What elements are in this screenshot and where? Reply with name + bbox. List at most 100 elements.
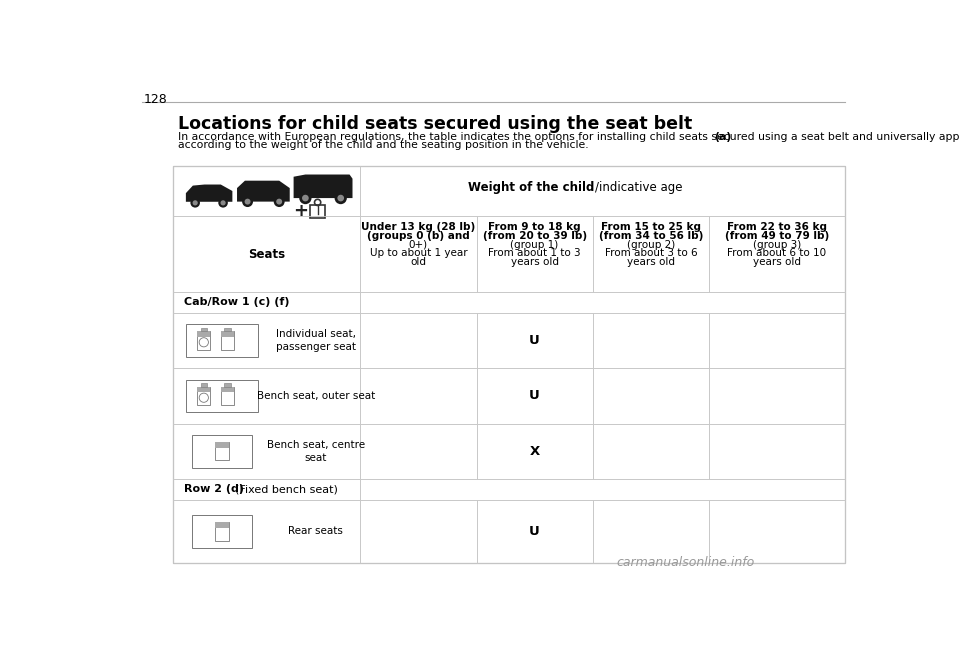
Bar [215, 522, 228, 541]
Bar [173, 166, 845, 563]
Bar [360, 166, 845, 217]
Bar [709, 217, 845, 292]
Bar [476, 500, 592, 563]
Circle shape [337, 195, 344, 201]
Text: (group 2): (group 2) [627, 239, 675, 250]
Text: Cab/Row 1 (c) (f): Cab/Row 1 (c) (f) [184, 297, 290, 308]
Text: according to the weight of the child and the seating position in the vehicle.: according to the weight of the child and… [179, 140, 588, 151]
Bar [360, 500, 476, 563]
Bar [360, 292, 845, 313]
Text: +: + [293, 202, 308, 220]
Bar [185, 380, 258, 412]
Bar [592, 424, 709, 479]
Circle shape [221, 201, 226, 206]
Bar [197, 331, 210, 337]
Text: (group 1): (group 1) [511, 239, 559, 250]
Text: From about 1 to 3: From about 1 to 3 [489, 249, 581, 258]
Circle shape [245, 199, 251, 204]
Bar [173, 166, 360, 217]
Text: (group 3): (group 3) [753, 239, 801, 250]
Bar [360, 368, 476, 424]
Text: years old: years old [511, 257, 559, 267]
Circle shape [193, 201, 198, 206]
Bar [173, 479, 360, 500]
Polygon shape [237, 180, 290, 202]
Text: 0+): 0+) [409, 239, 428, 250]
Text: From 15 to 25 kg: From 15 to 25 kg [601, 222, 701, 232]
Text: U: U [529, 525, 540, 538]
Bar [476, 313, 592, 368]
Bar [310, 206, 325, 218]
Text: carmanualsonline.info: carmanualsonline.info [616, 556, 755, 569]
Bar [197, 387, 210, 405]
Bar [476, 217, 592, 292]
Text: old: old [410, 257, 426, 267]
Text: From about 3 to 6: From about 3 to 6 [605, 249, 697, 258]
Text: (a): (a) [714, 132, 732, 141]
Text: (from 34 to 56 lb): (from 34 to 56 lb) [599, 231, 703, 241]
Circle shape [335, 192, 347, 204]
Text: Row 2 (d): Row 2 (d) [184, 484, 249, 495]
Bar [360, 424, 476, 479]
Text: Bench seat, centre
seat: Bench seat, centre seat [267, 440, 365, 463]
Bar [197, 387, 210, 392]
Bar [476, 424, 592, 479]
Text: In accordance with European regulations, the table indicates the options for ins: In accordance with European regulations,… [179, 132, 960, 141]
Text: Individual seat,
passenger seat: Individual seat, passenger seat [276, 329, 356, 352]
Text: years old: years old [627, 257, 675, 267]
Bar [173, 292, 360, 313]
Bar [221, 387, 234, 392]
Bar [173, 368, 360, 424]
Bar [709, 500, 845, 563]
Bar [592, 500, 709, 563]
Circle shape [276, 199, 282, 204]
Bar [192, 435, 252, 468]
Text: (Fixed bench seat): (Fixed bench seat) [234, 484, 338, 495]
Text: From 9 to 18 kg: From 9 to 18 kg [489, 222, 581, 232]
Bar [225, 328, 231, 331]
Bar [221, 387, 234, 405]
Circle shape [190, 198, 200, 208]
Text: Seats: Seats [248, 248, 285, 261]
Text: X: X [530, 445, 540, 458]
Text: U: U [529, 389, 540, 402]
Bar [215, 522, 228, 528]
Bar [173, 313, 360, 368]
Circle shape [218, 198, 228, 208]
Text: (from 49 to 79 lb): (from 49 to 79 lb) [725, 231, 828, 241]
Text: Weight of the child: Weight of the child [468, 181, 594, 194]
Bar [360, 217, 476, 292]
Bar [215, 442, 228, 448]
Bar [215, 442, 228, 461]
Bar [592, 313, 709, 368]
Bar [592, 368, 709, 424]
Bar [173, 500, 360, 563]
Text: 128: 128 [143, 93, 167, 106]
Text: /indicative age: /indicative age [594, 181, 683, 194]
Circle shape [274, 196, 285, 207]
Text: (from 20 to 39 lb): (from 20 to 39 lb) [483, 231, 587, 241]
Text: Under 13 kg (28 lb): Under 13 kg (28 lb) [361, 222, 475, 232]
Bar [225, 384, 231, 387]
Bar [592, 217, 709, 292]
Bar [201, 328, 207, 331]
Text: Rear seats: Rear seats [288, 526, 343, 537]
Text: Bench seat, outer seat: Bench seat, outer seat [256, 391, 374, 401]
Polygon shape [294, 175, 352, 198]
Text: (groups 0 (b) and: (groups 0 (b) and [367, 231, 469, 241]
Bar [360, 479, 845, 500]
Text: U: U [529, 334, 540, 347]
Circle shape [242, 196, 253, 207]
Text: From 22 to 36 kg: From 22 to 36 kg [727, 222, 827, 232]
Circle shape [300, 192, 311, 204]
Text: Up to about 1 year: Up to about 1 year [370, 249, 468, 258]
Text: Locations for child seats secured using the seat belt: Locations for child seats secured using … [179, 115, 692, 133]
Bar [221, 331, 234, 337]
Bar [709, 424, 845, 479]
Polygon shape [186, 184, 232, 202]
Bar [192, 515, 252, 548]
Bar [221, 331, 234, 350]
Bar [709, 368, 845, 424]
Circle shape [302, 195, 309, 201]
Bar [476, 368, 592, 424]
